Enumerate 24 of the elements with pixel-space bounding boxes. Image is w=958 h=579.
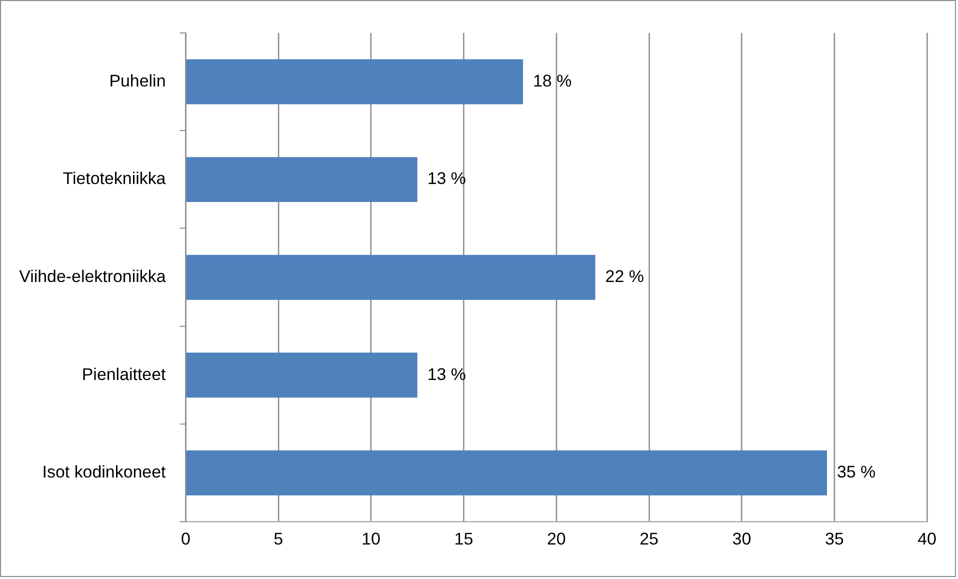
x-tick-label: 20 — [546, 530, 566, 549]
x-tick-label: 35 — [824, 530, 844, 549]
y-tick-label: Pienlaitteet — [82, 364, 166, 384]
x-tick-label: 5 — [274, 530, 284, 549]
data-label: 35 % — [836, 462, 876, 482]
y-tick-label: Isot kodinkoneet — [42, 462, 166, 482]
x-tick-label: 0 — [180, 530, 190, 549]
x-tick-label: 40 — [918, 530, 936, 549]
bar — [186, 450, 827, 496]
x-tick-label: 25 — [640, 530, 658, 549]
bar — [186, 157, 418, 202]
x-tick-label: 30 — [732, 530, 752, 549]
y-tick-label: Puhelin — [109, 71, 166, 90]
data-label: 22 % — [605, 267, 644, 286]
x-tick-label: 15 — [454, 530, 474, 549]
data-label: 13 % — [427, 169, 466, 188]
x-tick-label: 10 — [362, 530, 380, 549]
bar — [186, 254, 596, 300]
y-tick-label: Tietotekniikka — [62, 169, 166, 188]
bar — [186, 59, 524, 104]
bar — [186, 352, 418, 398]
data-label: 18 % — [533, 71, 572, 90]
y-tick-label: Viihde-elektroniikka — [19, 267, 166, 286]
data-label: 13 % — [427, 364, 466, 384]
